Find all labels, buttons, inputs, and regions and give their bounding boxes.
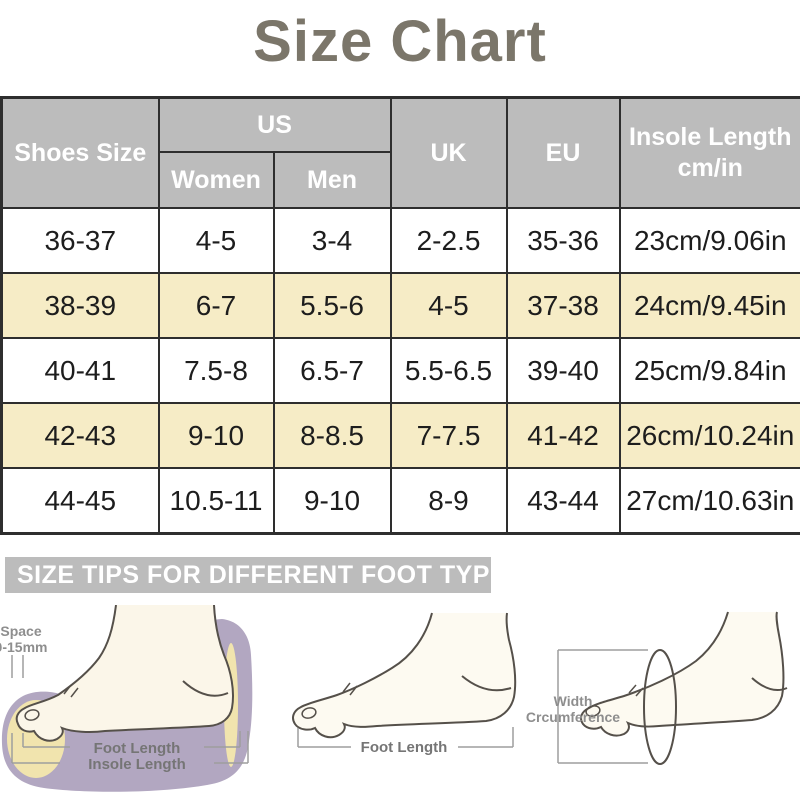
heel-accent-line xyxy=(461,675,512,692)
heel-accent-line xyxy=(182,680,229,697)
foot-fill xyxy=(16,605,234,741)
size-cell: 38-39 xyxy=(0,272,160,339)
size-cell: 4-5 xyxy=(157,207,275,274)
header-eu: EU xyxy=(505,96,621,209)
width-label-line2: Crcumference xyxy=(526,709,620,725)
toe-crease-lines xyxy=(342,682,358,696)
foot-outline xyxy=(292,612,517,739)
insole-length-label: Insole Length xyxy=(88,756,186,773)
foot-outline xyxy=(15,605,234,742)
foot-length-label: Foot Length xyxy=(94,740,181,757)
space-label-line1: Space xyxy=(0,623,41,639)
size-cell: 25cm/9.84in xyxy=(618,337,800,404)
size-cell: 4-5 xyxy=(389,272,508,339)
size-cell: 44-45 xyxy=(0,467,160,535)
size-cell: 5.5-6 xyxy=(272,272,392,339)
size-cell: 9-10 xyxy=(272,467,392,535)
toe-crease-lines xyxy=(628,684,644,697)
size-cell: 6-7 xyxy=(157,272,275,339)
size-cell: 35-36 xyxy=(505,207,621,274)
width-label-line1: Width xyxy=(554,693,593,709)
page-title: Size Chart xyxy=(253,9,547,74)
size-cell: 2-2.5 xyxy=(389,207,508,274)
size-cell: 37-38 xyxy=(505,272,621,339)
size-cell: 5.5-6.5 xyxy=(389,337,508,404)
header-insole-length: Insole Length cm/in xyxy=(618,96,800,209)
size-cell: 7.5-8 xyxy=(157,337,275,404)
toenail xyxy=(585,705,601,717)
header-us-women: Women xyxy=(157,151,275,209)
table-row: 40-41 7.5-8 6.5-7 5.5-6.5 39-40 25cm/9.8… xyxy=(0,337,800,404)
measurement-lines xyxy=(557,649,648,764)
table-row: 38-39 6-7 5.5-6 4-5 37-38 24cm/9.45in xyxy=(0,272,800,339)
header-us-men: Men xyxy=(272,151,392,209)
table-row: 36-37 4-5 3-4 2-2.5 35-36 23cm/9.06in xyxy=(0,207,800,274)
size-cell: 43-44 xyxy=(505,467,621,535)
space-label-line2: 0-15mm xyxy=(0,639,47,655)
foot-length-label: Foot Length xyxy=(361,739,448,756)
size-cell: 39-40 xyxy=(505,337,621,404)
foot-length-illustration: Foot Length xyxy=(292,612,517,756)
size-cell: 26cm/10.24in xyxy=(618,402,800,469)
width-circumference-illustration: Width Crcumference xyxy=(526,611,788,765)
size-cell: 36-37 xyxy=(0,207,160,274)
foot-outline xyxy=(580,611,785,737)
size-cell: 6.5-7 xyxy=(272,337,392,404)
size-cell: 23cm/9.06in xyxy=(618,207,800,274)
size-cell: 42-43 xyxy=(0,402,160,469)
header-us: US xyxy=(157,96,392,153)
table-row: 44-45 10.5-11 9-10 8-9 43-44 27cm/10.63i… xyxy=(0,467,800,535)
header-shoes-size: Shoes Size xyxy=(0,96,160,209)
table-row: 42-43 9-10 8-8.5 7-7.5 41-42 26cm/10.24i… xyxy=(0,402,800,469)
circumference-ring xyxy=(643,649,677,765)
foot-fill xyxy=(293,613,516,738)
size-cell: 40-41 xyxy=(0,337,160,404)
heel-accent-line xyxy=(751,677,788,691)
shoe-fit-illustration: Space 0-15mm Foot Length Insole Length xyxy=(0,605,253,792)
tips-banner: SIZE TIPS FOR DIFFERENT FOOT TYPES xyxy=(5,557,524,593)
size-cell: 8-8.5 xyxy=(272,402,392,469)
toe-crease-lines xyxy=(63,684,79,698)
toenail xyxy=(301,707,317,719)
measurement-lines xyxy=(297,727,514,748)
header-uk: UK xyxy=(389,96,508,209)
foot-fill xyxy=(581,612,784,736)
size-cell: 41-42 xyxy=(505,402,621,469)
size-cell: 9-10 xyxy=(157,402,275,469)
size-cell: 24cm/9.45in xyxy=(618,272,800,339)
toenail xyxy=(24,709,40,721)
size-cell: 27cm/10.63in xyxy=(618,467,800,535)
size-cell: 3-4 xyxy=(272,207,392,274)
size-cell: 10.5-11 xyxy=(157,467,275,535)
size-cell: 7-7.5 xyxy=(389,402,508,469)
size-cell: 8-9 xyxy=(389,467,508,535)
measurement-lines xyxy=(11,655,249,764)
size-table: Shoes Size US UK EU Insole Length cm/in … xyxy=(0,96,800,535)
